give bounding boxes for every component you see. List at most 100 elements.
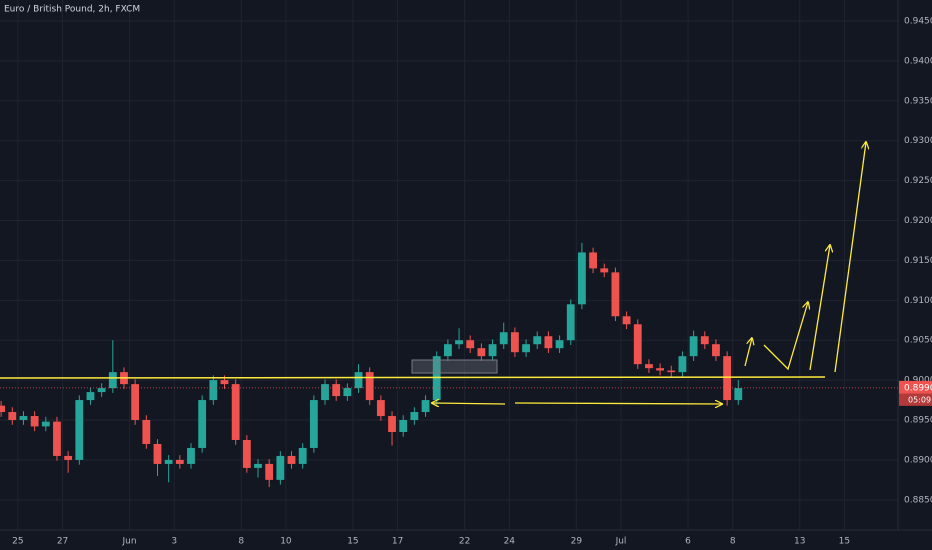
x-tick-label: 6: [685, 537, 691, 547]
candle-body: [723, 356, 732, 401]
y-tick-label: 0.92500: [904, 176, 932, 186]
x-tick-label: 15: [839, 537, 850, 547]
candle-body: [633, 324, 642, 365]
candle-body: [510, 332, 519, 353]
candle-body: [53, 421, 61, 456]
candle-body: [477, 348, 486, 357]
candle-body: [365, 372, 374, 401]
y-tick-label: 0.89000: [904, 455, 932, 465]
candle-body: [689, 336, 698, 357]
candle-body: [589, 252, 597, 269]
y-tick-label: 0.94000: [904, 56, 932, 66]
candle-body: [611, 272, 620, 317]
x-tick-label: 3: [171, 537, 177, 547]
candle-body: [600, 268, 609, 273]
candle-body: [321, 384, 329, 401]
range-box: [411, 359, 498, 374]
x-tick-label: 17: [392, 537, 403, 547]
x-tick-label: 29: [571, 537, 583, 547]
y-tick-label: 0.88500: [904, 495, 932, 505]
projection-arrow: [744, 338, 752, 367]
candle-body: [455, 340, 463, 345]
y-tick-label: 0.90000: [904, 376, 932, 386]
candle-body: [198, 400, 207, 448]
candle-body: [41, 421, 50, 427]
candle-body: [153, 443, 162, 464]
candle-body: [332, 384, 341, 397]
candle-body: [220, 380, 229, 385]
candle-body: [443, 344, 452, 357]
candle-body: [86, 392, 95, 401]
y-tick-label: 0.93500: [904, 96, 932, 106]
candle-body: [566, 304, 575, 341]
candle-body: [645, 364, 653, 369]
x-tick-label: 24: [504, 537, 516, 547]
projection-arrow: [834, 142, 866, 373]
candle-body: [700, 336, 709, 345]
candle-body: [522, 344, 530, 353]
x-tick-label: 25: [12, 537, 23, 547]
candle-body: [142, 420, 151, 444]
range-arrow: [514, 403, 722, 404]
x-tick-label: 15: [347, 537, 358, 547]
candle-body: [354, 372, 363, 389]
candle-body: [410, 412, 419, 421]
y-tick-label: 0.91000: [904, 296, 932, 306]
x-tick-label: 10: [280, 537, 292, 547]
y-tick-label: 0.93000: [904, 136, 932, 146]
projection-arrow: [809, 245, 830, 371]
grid: [0, 0, 898, 530]
countdown-box: [899, 393, 932, 406]
chart-title: Euro / British Pound, 2h, FXCM: [4, 5, 140, 15]
candle-body: [533, 336, 542, 345]
candle-body: [30, 416, 39, 427]
candle-body: [555, 340, 564, 349]
candle-body: [108, 372, 117, 389]
candle-body: [131, 384, 140, 421]
candle-body: [254, 463, 262, 468]
drawings: [0, 142, 866, 404]
candle-body: [8, 412, 17, 421]
candle-body: [578, 252, 586, 305]
x-tick-label: 27: [57, 537, 68, 547]
projection-arrow: [763, 302, 808, 371]
last-price-box: [899, 380, 932, 394]
candle-body: [0, 405, 6, 413]
candle-body: [734, 388, 743, 401]
candle-body: [421, 400, 430, 413]
candle-body: [64, 455, 73, 460]
y-tick-label: 0.90500: [904, 336, 932, 346]
candle-body: [376, 400, 385, 417]
x-tick-label: 22: [459, 537, 470, 547]
x-tick-label: Jun: [122, 537, 137, 547]
candle-body: [343, 388, 352, 397]
x-tick-label: Jul: [615, 537, 627, 547]
candle-body: [187, 447, 195, 464]
candle-body: [209, 380, 218, 401]
candle-body: [75, 400, 84, 460]
x-tick-label: 8: [238, 537, 244, 547]
candle-body: [388, 416, 396, 432]
candle-body: [287, 455, 296, 464]
countdown-label: 05:09: [908, 395, 931, 404]
candle-body: [678, 356, 687, 373]
range-arrow: [432, 403, 506, 404]
y-tick-label: 0.92000: [904, 216, 932, 226]
x-tick-label: 13: [794, 537, 805, 547]
last-price-label: 0.89903: [904, 383, 932, 393]
y-tick-label: 0.94500: [904, 16, 932, 26]
candle-body: [667, 370, 676, 373]
candle-body: [712, 344, 720, 357]
candle-body: [276, 455, 285, 480]
candle-body: [656, 368, 665, 371]
candle-body: [309, 400, 318, 448]
candle-body: [298, 447, 307, 464]
candle-body: [231, 384, 240, 440]
axes: 0.88500 0.89000 0.89500 0.90000 0.90500 0.910…: [0, 16, 932, 547]
candle-body: [499, 332, 508, 345]
candle-body: [622, 316, 631, 325]
candle-body: [19, 416, 28, 421]
candle-body: [544, 336, 553, 349]
